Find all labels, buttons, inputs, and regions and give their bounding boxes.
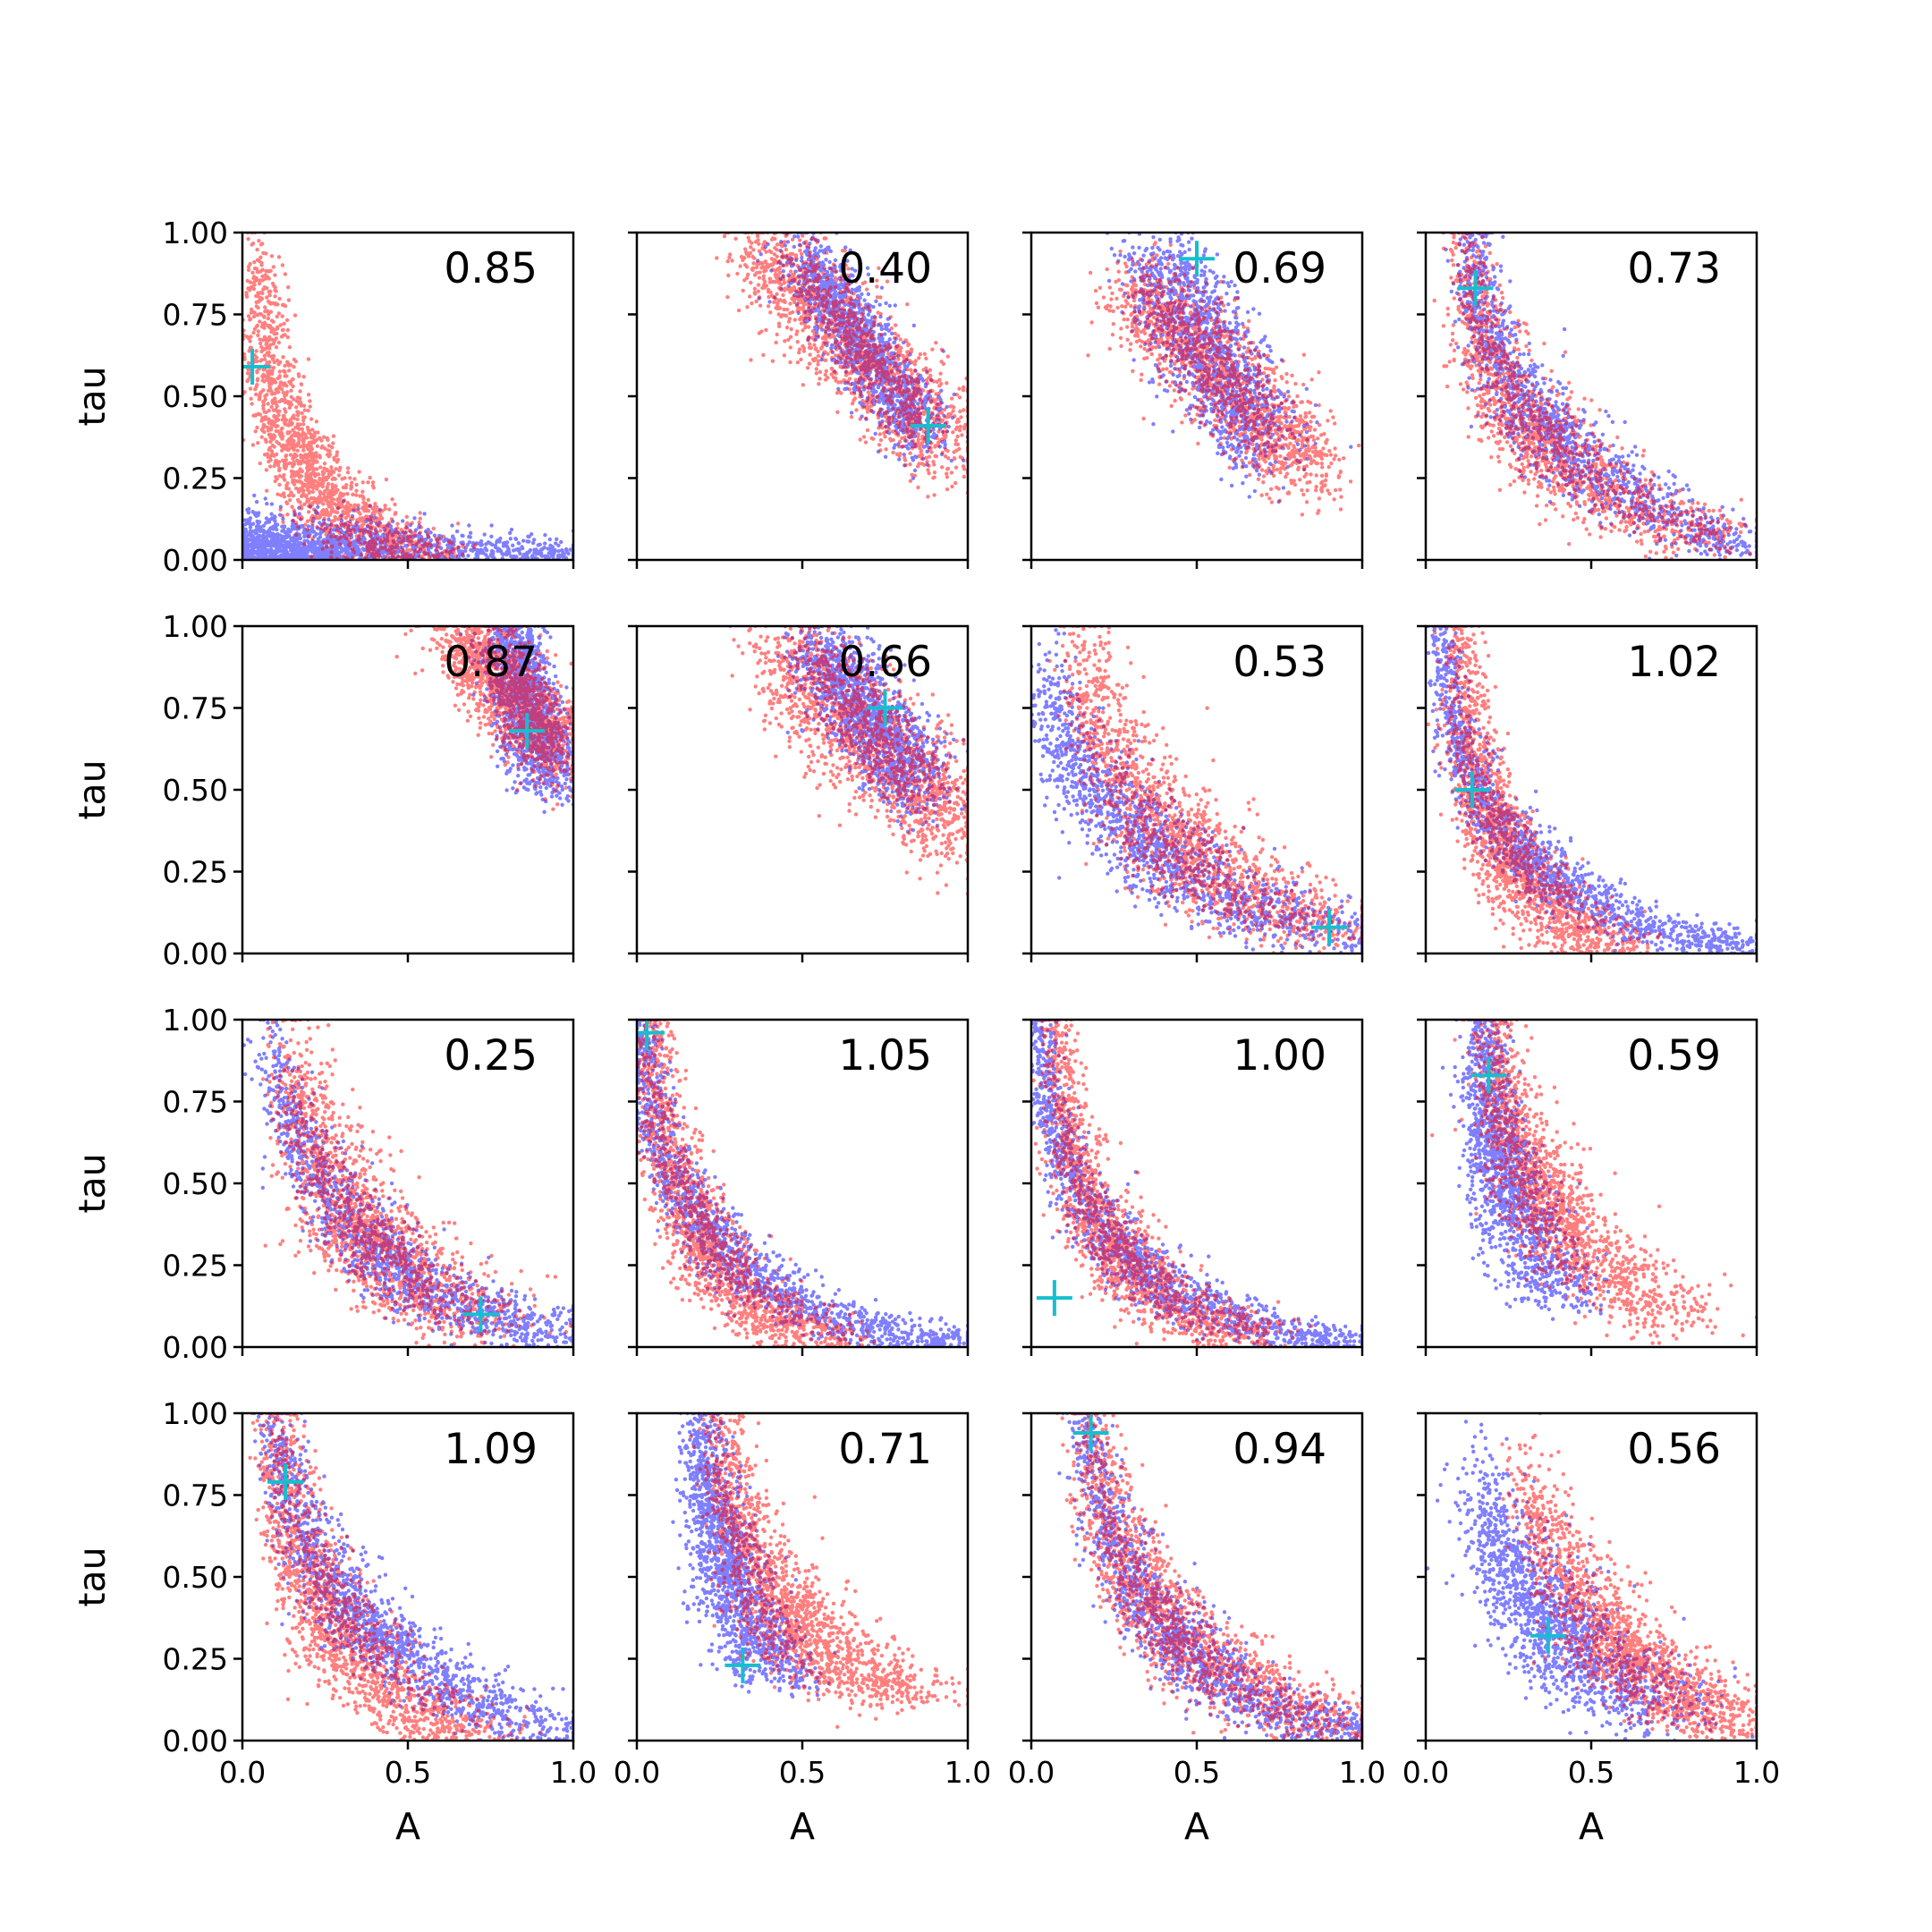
subplot-10: 1.05: [628, 1015, 970, 1356]
panel-value-label: 1.00: [1233, 1031, 1326, 1080]
x-axis-label: A: [1184, 1805, 1209, 1848]
panel-value-label: 0.53: [1233, 638, 1326, 687]
y-tick-label: 1.00: [163, 1396, 228, 1431]
subplot-3: 0.69: [1022, 231, 1362, 569]
true-value-marker: [1037, 1280, 1072, 1316]
y-axis-label: tau: [71, 366, 114, 426]
x-axis-label: A: [1579, 1805, 1604, 1848]
y-tick-label: 1.00: [163, 609, 228, 644]
y-tick-label: 0.50: [163, 1560, 228, 1595]
panel-value-label: 0.69: [1233, 244, 1326, 293]
x-tick-label: 0.0: [1008, 1755, 1055, 1790]
x-axis-label: A: [395, 1805, 420, 1848]
y-tick-label: 0.50: [163, 1166, 228, 1201]
panel-value-label: 1.05: [838, 1031, 932, 1080]
panel-value-label: 1.02: [1627, 638, 1721, 687]
subplot-5: 0.87 0.00 0.25 0.50 0.75 1.00 tau: [71, 609, 575, 971]
y-tick-label: 0.75: [163, 298, 228, 333]
subplot-4: 0.73: [1417, 231, 1758, 569]
x-tick-label: 0.5: [1174, 1755, 1220, 1790]
subplot-9: 0.25 0.00 0.25 0.50 0.75 1.00 tau: [71, 1003, 575, 1365]
panel-value-label: 0.66: [838, 638, 932, 687]
subplot-7: 0.53: [1022, 624, 1364, 962]
y-axis-label: tau: [71, 1153, 114, 1213]
y-tick-label: 0.00: [163, 936, 228, 971]
y-tick-label: 0.75: [163, 691, 228, 726]
panel-value-label: 0.25: [444, 1031, 538, 1080]
panel-value-label: 0.71: [838, 1425, 932, 1474]
x-tick-label: 0.5: [1568, 1755, 1614, 1790]
x-tick-label: 1.0: [1339, 1755, 1385, 1790]
subplot-2: 0.40: [628, 231, 970, 569]
y-tick-label: 1.00: [163, 216, 228, 250]
x-axis-label: A: [790, 1805, 815, 1848]
x-tick-label: 0.0: [219, 1755, 266, 1790]
panel-value-label: 0.73: [1627, 244, 1721, 293]
panel-value-label: 0.40: [838, 244, 932, 293]
panel-value-label: 0.94: [1233, 1425, 1326, 1474]
panel-value-label: 0.87: [444, 638, 538, 687]
x-tick-label: 1.0: [550, 1755, 597, 1790]
subplot-11: 1.00: [1022, 1018, 1364, 1356]
y-tick-label: 0.25: [163, 462, 228, 496]
subplot-8: 1.02: [1417, 624, 1758, 962]
x-tick-label: 1.0: [1733, 1755, 1780, 1790]
y-tick-label: 0.25: [163, 855, 228, 890]
panel-value-label: 0.56: [1627, 1425, 1721, 1474]
subplot-13: 1.09 0.00 0.25 0.50 0.75 1.00 0.0 0.5 1.0 tau A: [71, 1396, 597, 1848]
y-tick-label: 1.00: [163, 1003, 228, 1038]
y-tick-label: 0.50: [163, 773, 228, 808]
subplot-15: 0.94 0.0 0.5 1.0 A: [1008, 1411, 1385, 1848]
subplot-6: 0.66: [628, 624, 970, 962]
subplot-12: 0.59: [1417, 1018, 1758, 1356]
x-tick-label: 0.5: [385, 1755, 431, 1790]
x-tick-label: 1.0: [945, 1755, 991, 1790]
subplot-14: 0.71 0.0 0.5 1.0 A: [614, 1411, 991, 1848]
y-tick-label: 0.50: [163, 379, 228, 414]
y-tick-label: 0.25: [163, 1249, 228, 1284]
subplot-1: 0.85 0.00 0.25 0.50 0.75 1.00 tau: [71, 216, 575, 578]
x-tick-label: 0.0: [1402, 1755, 1449, 1790]
panel-value-label: 0.85: [444, 244, 538, 293]
blue-scatter-series: [241, 494, 575, 563]
subplot-16: 0.56 0.0 0.5 1.0 A: [1402, 1411, 1780, 1848]
panel-value-label: 0.59: [1627, 1031, 1721, 1080]
y-axis-label: tau: [71, 759, 114, 819]
x-tick-label: 0.5: [779, 1755, 826, 1790]
y-tick-label: 0.00: [163, 1724, 228, 1758]
y-tick-label: 0.75: [163, 1479, 228, 1513]
y-tick-label: 0.75: [163, 1085, 228, 1120]
y-tick-label: 0.00: [163, 543, 228, 578]
x-tick-label: 0.0: [614, 1755, 660, 1790]
panel-value-label: 1.09: [444, 1425, 538, 1474]
y-tick-label: 0.00: [163, 1330, 228, 1365]
y-tick-label: 0.25: [163, 1642, 228, 1677]
red-scatter-series: [241, 231, 478, 562]
y-axis-label: tau: [71, 1546, 114, 1606]
